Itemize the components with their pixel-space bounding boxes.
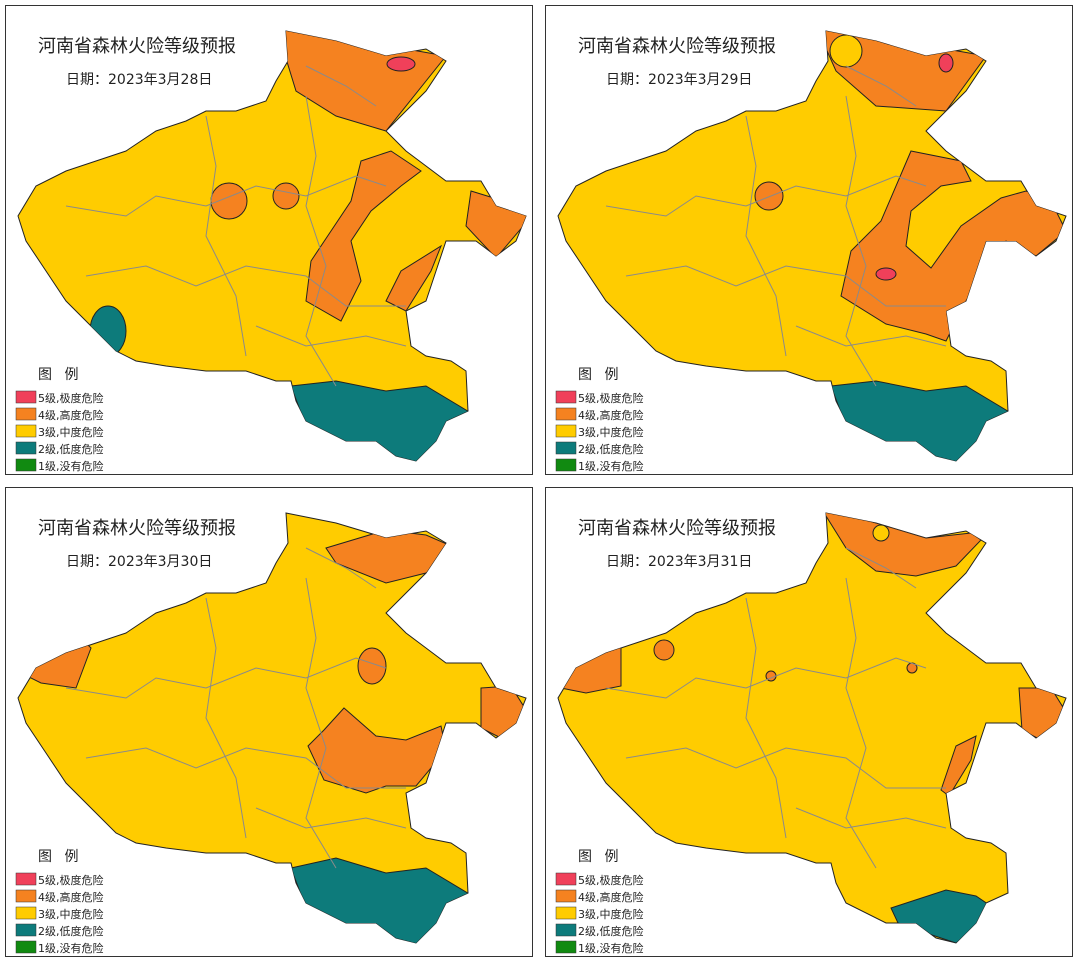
legend-swatch <box>15 872 37 886</box>
map-panel: 河南省森林火险等级预报日期：2023年3月31日图 例 5级,极度危险 4级,高度危… <box>545 487 1073 957</box>
legend-swatch <box>15 889 37 903</box>
map-panel: 河南省森林火险等级预报日期：2023年3月30日图 例 5级,极度危险 4级,高度危… <box>5 487 533 957</box>
legend-swatch <box>15 441 37 455</box>
legend-label: 3级,中度危险 <box>578 425 644 439</box>
legend-label: 5级,极度危险 <box>38 873 104 887</box>
legend-swatch <box>15 407 37 421</box>
map-title: 河南省森林火险等级预报 <box>38 518 236 539</box>
legend-swatch <box>555 889 577 903</box>
legend-title: 图 例 <box>578 849 618 865</box>
legend-swatch <box>555 906 577 920</box>
legend-label: 2级,低度危险 <box>38 442 104 456</box>
legend-label: 2级,低度危险 <box>578 924 644 938</box>
map-date: 日期：2023年3月31日 <box>606 554 752 570</box>
legend-swatch <box>555 424 577 438</box>
legend-label: 2级,低度危险 <box>38 924 104 938</box>
legend-label: 5级,极度危险 <box>578 873 644 887</box>
map-panel: 河南省森林火险等级预报日期：2023年3月29日图 例 5级,极度危险 4级,高度危… <box>545 5 1073 475</box>
legend-label: 1级,没有危险 <box>38 941 104 955</box>
legend-swatch <box>15 906 37 920</box>
map-date: 日期：2023年3月29日 <box>606 72 752 88</box>
legend-label: 1级,没有危险 <box>578 459 644 473</box>
map-date: 日期：2023年3月28日 <box>66 72 212 88</box>
map-title: 河南省森林火险等级预报 <box>38 36 236 57</box>
legend-swatch <box>555 390 577 404</box>
legend-swatch <box>555 441 577 455</box>
legend-swatch <box>555 407 577 421</box>
map-panel: 河南省森林火险等级预报日期：2023年3月28日图 例 5级,极度危险 4级,高度危… <box>5 5 533 475</box>
legend-swatch <box>15 424 37 438</box>
legend-title: 图 例 <box>38 367 78 383</box>
legend-label: 5级,极度危险 <box>38 391 104 405</box>
legend-swatch <box>555 923 577 937</box>
legend-label: 4级,高度危险 <box>578 890 644 904</box>
legend-label: 1级,没有危险 <box>38 459 104 473</box>
legend-label: 1级,没有危险 <box>578 941 644 955</box>
legend-label: 3级,中度危险 <box>38 425 104 439</box>
legend-title: 图 例 <box>38 849 78 865</box>
legend-swatch <box>555 940 577 954</box>
legend-swatch <box>15 923 37 937</box>
map-title: 河南省森林火险等级预报 <box>578 518 776 539</box>
legend-swatch <box>555 872 577 886</box>
legend-label: 3级,中度危险 <box>38 907 104 921</box>
legend-label: 5级,极度危险 <box>578 391 644 405</box>
legend-label: 3级,中度危险 <box>578 907 644 921</box>
legend-label: 4级,高度危险 <box>578 408 644 422</box>
legend-swatch <box>555 458 577 472</box>
legend-label: 2级,低度危险 <box>578 442 644 456</box>
legend-swatch <box>15 940 37 954</box>
legend-title: 图 例 <box>578 367 618 383</box>
map-date: 日期：2023年3月30日 <box>66 554 212 570</box>
legend-swatch <box>15 390 37 404</box>
legend-swatch <box>15 458 37 472</box>
legend-label: 4级,高度危险 <box>38 408 104 422</box>
map-title: 河南省森林火险等级预报 <box>578 36 776 57</box>
legend-label: 4级,高度危险 <box>38 890 104 904</box>
